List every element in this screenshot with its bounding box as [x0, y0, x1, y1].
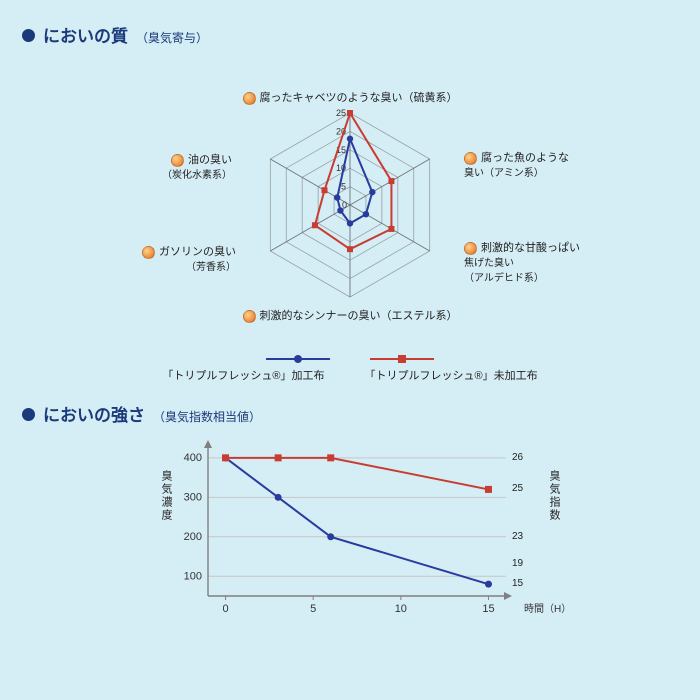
- svg-text:時間（H）: 時間（H）: [524, 603, 570, 615]
- radar-axis-label: 腐った魚のような臭い（アミン系）: [464, 151, 614, 181]
- section-strength-title: においの強さ （臭気指数相当値）: [22, 401, 678, 426]
- y2-label: 臭気指数: [546, 470, 562, 522]
- radar-axis-label: 刺激的な甘酸っぱい焦げた臭い（アルデヒド系）: [464, 241, 614, 286]
- radar-axis-label: 油の臭い（炭化水素系）: [82, 153, 232, 183]
- line-chart: 100 200 300 400 0 5 10 15 時間（H） 臭気濃度 臭気指数 26 25 23…: [130, 430, 570, 630]
- svg-text:300: 300: [184, 491, 202, 503]
- y2-annotation: 25: [512, 483, 523, 494]
- radar-axis-label: ガソリンの臭い（芳香系）: [86, 245, 236, 275]
- radar-axis-label: 刺激的なシンナーの臭い（エステル系）: [240, 309, 460, 324]
- strength-title-main: においの強さ: [43, 401, 145, 426]
- svg-text:5: 5: [310, 603, 316, 615]
- legend-treated: [266, 353, 330, 365]
- y2-annotation: 23: [512, 531, 523, 542]
- line-svg: 100 200 300 400 0 5 10 15 時間（H）: [130, 430, 570, 630]
- svg-text:200: 200: [184, 531, 202, 543]
- bullet-icon: [22, 29, 35, 42]
- svg-text:10: 10: [395, 603, 407, 615]
- svg-text:5: 5: [341, 182, 346, 192]
- svg-text:400: 400: [184, 452, 202, 464]
- radar-axis-label: 腐ったキャベツのような臭い（硫黄系）: [240, 91, 460, 106]
- strength-title-sub: （臭気指数相当値）: [153, 408, 261, 425]
- legend-untreated-label: 「トリプルフレッシュ®」未加工布: [365, 367, 538, 383]
- legend-untreated: [370, 353, 434, 365]
- legend: [22, 353, 678, 365]
- legend-treated-label: 「トリプルフレッシュ®」加工布: [162, 367, 324, 383]
- svg-text:0: 0: [222, 603, 228, 615]
- quality-title-sub: （臭気寄与）: [136, 29, 208, 46]
- radar-chart: 0510152025 腐ったキャベツのような臭い（硫黄系）腐った魚のような臭い（…: [70, 49, 630, 339]
- section-quality-title: においの質 （臭気寄与）: [22, 22, 678, 47]
- y2-annotation: 19: [512, 558, 523, 569]
- y2-annotation: 15: [512, 578, 523, 589]
- bullet-icon: [22, 408, 35, 421]
- svg-text:25: 25: [336, 108, 346, 118]
- svg-text:100: 100: [184, 570, 202, 582]
- svg-text:15: 15: [482, 603, 494, 615]
- y2-annotation: 26: [512, 452, 523, 463]
- quality-title-main: においの質: [43, 22, 128, 47]
- legend-labels: 「トリプルフレッシュ®」加工布 「トリプルフレッシュ®」未加工布: [22, 367, 678, 383]
- y1-label: 臭気濃度: [158, 470, 174, 522]
